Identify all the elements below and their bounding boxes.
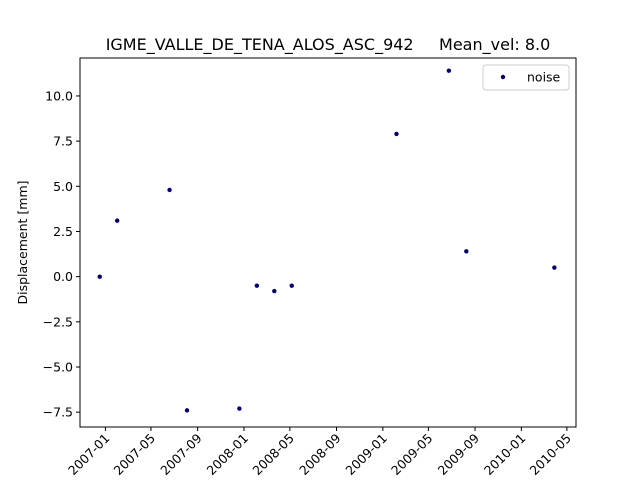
plot-points bbox=[97, 68, 557, 413]
y-tick-label: −7.5 bbox=[43, 405, 73, 420]
legend: noise bbox=[482, 64, 570, 91]
y-tick-label: 5.0 bbox=[53, 179, 73, 194]
data-point-noise-8 bbox=[394, 131, 399, 137]
data-point-noise-2 bbox=[167, 187, 172, 193]
data-point-noise-7 bbox=[289, 283, 294, 288]
y-tick-label: 10.0 bbox=[45, 88, 73, 103]
y-axis: −7.5 −5.0 −2.5 0.0 2.5 5.0 7.5 10.0 bbox=[43, 88, 80, 420]
y-tick-label: −5.0 bbox=[43, 360, 73, 375]
legend-marker-noise bbox=[500, 74, 506, 80]
data-point-noise-3 bbox=[184, 408, 190, 413]
data-point-noise-9 bbox=[446, 68, 452, 73]
y-tick-label: 0.0 bbox=[53, 269, 73, 284]
data-point-noise-11 bbox=[552, 265, 557, 270]
data-point-noise-5 bbox=[254, 283, 260, 288]
y-tick-label: 2.5 bbox=[53, 224, 73, 239]
chart-title: IGME_VALLE_DE_TENA_ALOS_ASC_942 Mean_vel… bbox=[106, 35, 551, 55]
data-point-noise-0 bbox=[97, 274, 102, 279]
data-point-noise-6 bbox=[272, 288, 277, 294]
plot-frame bbox=[79, 57, 577, 428]
data-point-noise-4 bbox=[237, 406, 242, 411]
y-axis-label: Displacement [mm] bbox=[15, 180, 30, 304]
y-tick-label: −2.5 bbox=[43, 314, 73, 329]
data-point-noise-1 bbox=[114, 218, 120, 223]
y-tick-label: 7.5 bbox=[53, 134, 73, 149]
legend-label-noise: noise bbox=[527, 70, 561, 85]
legend-box bbox=[482, 64, 570, 91]
data-point-noise-10 bbox=[464, 249, 469, 254]
